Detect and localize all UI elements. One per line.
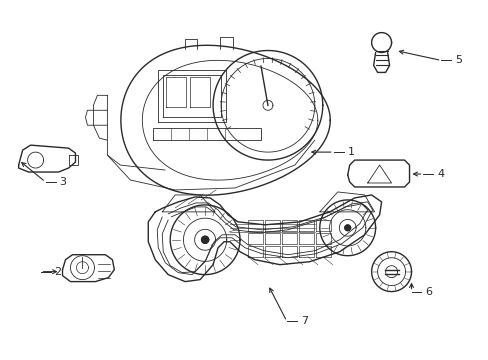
Text: 4: 4 (437, 169, 444, 179)
Text: 7: 7 (300, 316, 307, 327)
Text: 2: 2 (55, 267, 61, 276)
Text: 1: 1 (347, 147, 354, 157)
Text: 5: 5 (454, 55, 462, 66)
Text: 3: 3 (60, 177, 66, 187)
Polygon shape (344, 225, 350, 231)
Polygon shape (201, 236, 208, 243)
Text: 6: 6 (425, 287, 431, 297)
